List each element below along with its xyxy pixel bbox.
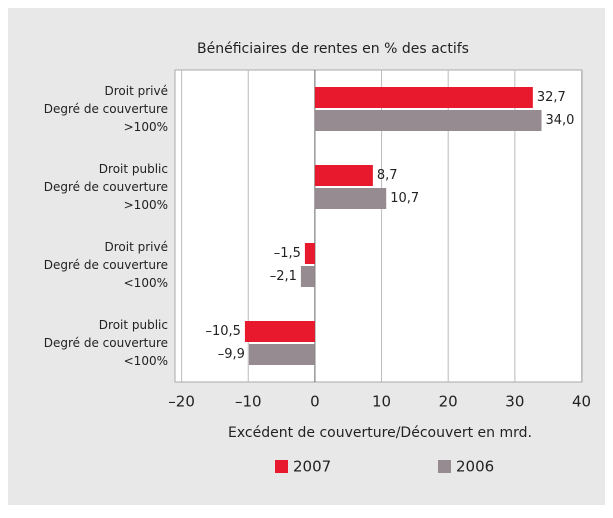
x-tick-label: –10 <box>235 393 262 411</box>
bar <box>300 266 315 287</box>
y-tick-label: Droit public Degré de couverture >100% <box>44 162 168 212</box>
x-tick-label: 40 <box>572 393 591 411</box>
bar <box>314 188 387 209</box>
x-tick-label: 20 <box>439 393 458 411</box>
y-tick-label: Droit privé Degré de couverture >100% <box>44 84 168 134</box>
x-tick-label: 30 <box>505 393 524 411</box>
x-tick-label: 10 <box>372 393 391 411</box>
data-label: 8,7 <box>377 168 398 183</box>
data-label: –2,1 <box>270 269 297 284</box>
legend-label: 2006 <box>456 458 494 476</box>
bar <box>314 165 373 186</box>
data-label: –1,5 <box>274 246 301 261</box>
y-tick-label: Droit privé Degré de couverture <100% <box>44 240 168 290</box>
chart-title: Bénéficiaires de rentes en % des actifs <box>197 41 469 57</box>
data-label: 32,7 <box>537 90 566 105</box>
bar <box>248 344 315 365</box>
data-label: –9,9 <box>218 347 245 362</box>
y-tick-label: Droit public Degré de couverture <100% <box>44 318 168 368</box>
x-tick-label: 0 <box>310 393 320 411</box>
data-label: 34,0 <box>546 113 575 128</box>
x-tick-label: –20 <box>168 393 195 411</box>
legend-label: 2007 <box>293 458 331 476</box>
legend-swatch <box>275 460 288 473</box>
data-label: 10,7 <box>390 191 419 206</box>
legend-swatch <box>438 460 451 473</box>
x-axis-label: Excédent de couverture/Découvert en mrd. <box>228 425 532 441</box>
bar <box>314 110 542 131</box>
bar <box>304 243 315 264</box>
data-label: –10,5 <box>205 324 240 339</box>
bar <box>314 87 533 108</box>
bar <box>244 321 315 342</box>
